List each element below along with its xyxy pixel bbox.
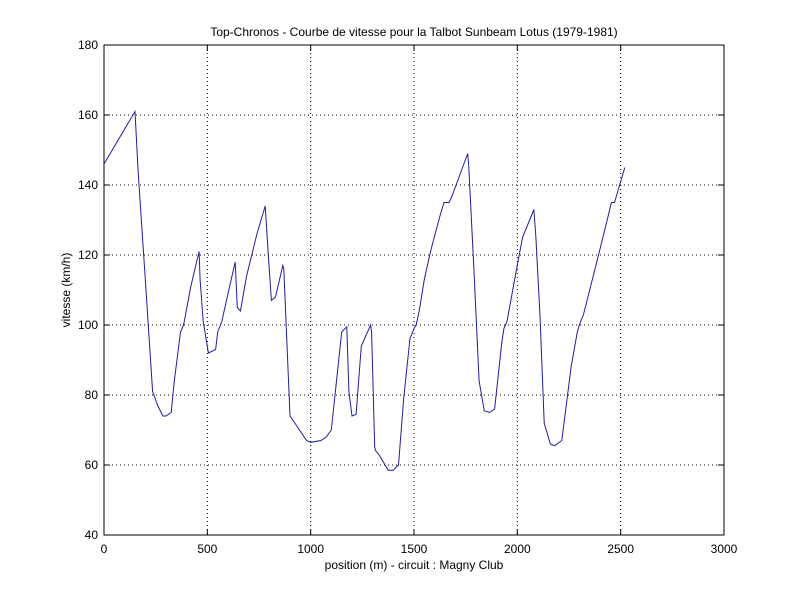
y-tick-label: 180 xyxy=(78,38,98,52)
y-tick-label: 40 xyxy=(85,528,99,542)
x-tick-label: 2500 xyxy=(607,542,634,556)
x-tick-label: 1000 xyxy=(297,542,324,556)
x-axis-title: position (m) - circuit : Magny Club xyxy=(325,558,504,572)
y-tick-label: 140 xyxy=(78,178,98,192)
y-tick-label: 160 xyxy=(78,108,98,122)
y-tick-label: 60 xyxy=(85,458,99,472)
x-tick-label: 1500 xyxy=(401,542,428,556)
x-tick-label: 2000 xyxy=(504,542,531,556)
chart-title: Top-Chronos - Courbe de vitesse pour la … xyxy=(210,25,617,39)
y-tick-label: 80 xyxy=(85,388,99,402)
y-axis-title: vitesse (km/h) xyxy=(59,253,73,328)
series-layer xyxy=(103,109,626,471)
x-tick-label: 3000 xyxy=(711,542,738,556)
y-gridlines xyxy=(104,114,724,466)
x-tick-label: 0 xyxy=(101,542,108,556)
x-gridlines xyxy=(206,45,622,535)
tick-marks xyxy=(103,44,725,536)
speed-series-line xyxy=(103,109,626,471)
y-tick-label: 120 xyxy=(78,248,98,262)
y-tick-label: 100 xyxy=(78,318,98,332)
x-tick-labels: 0 500 1000 1500 2000 2500 3000 xyxy=(101,542,738,556)
x-tick-label: 500 xyxy=(197,542,217,556)
y-tick-labels: 40 60 80 100 120 140 160 180 xyxy=(78,38,98,542)
